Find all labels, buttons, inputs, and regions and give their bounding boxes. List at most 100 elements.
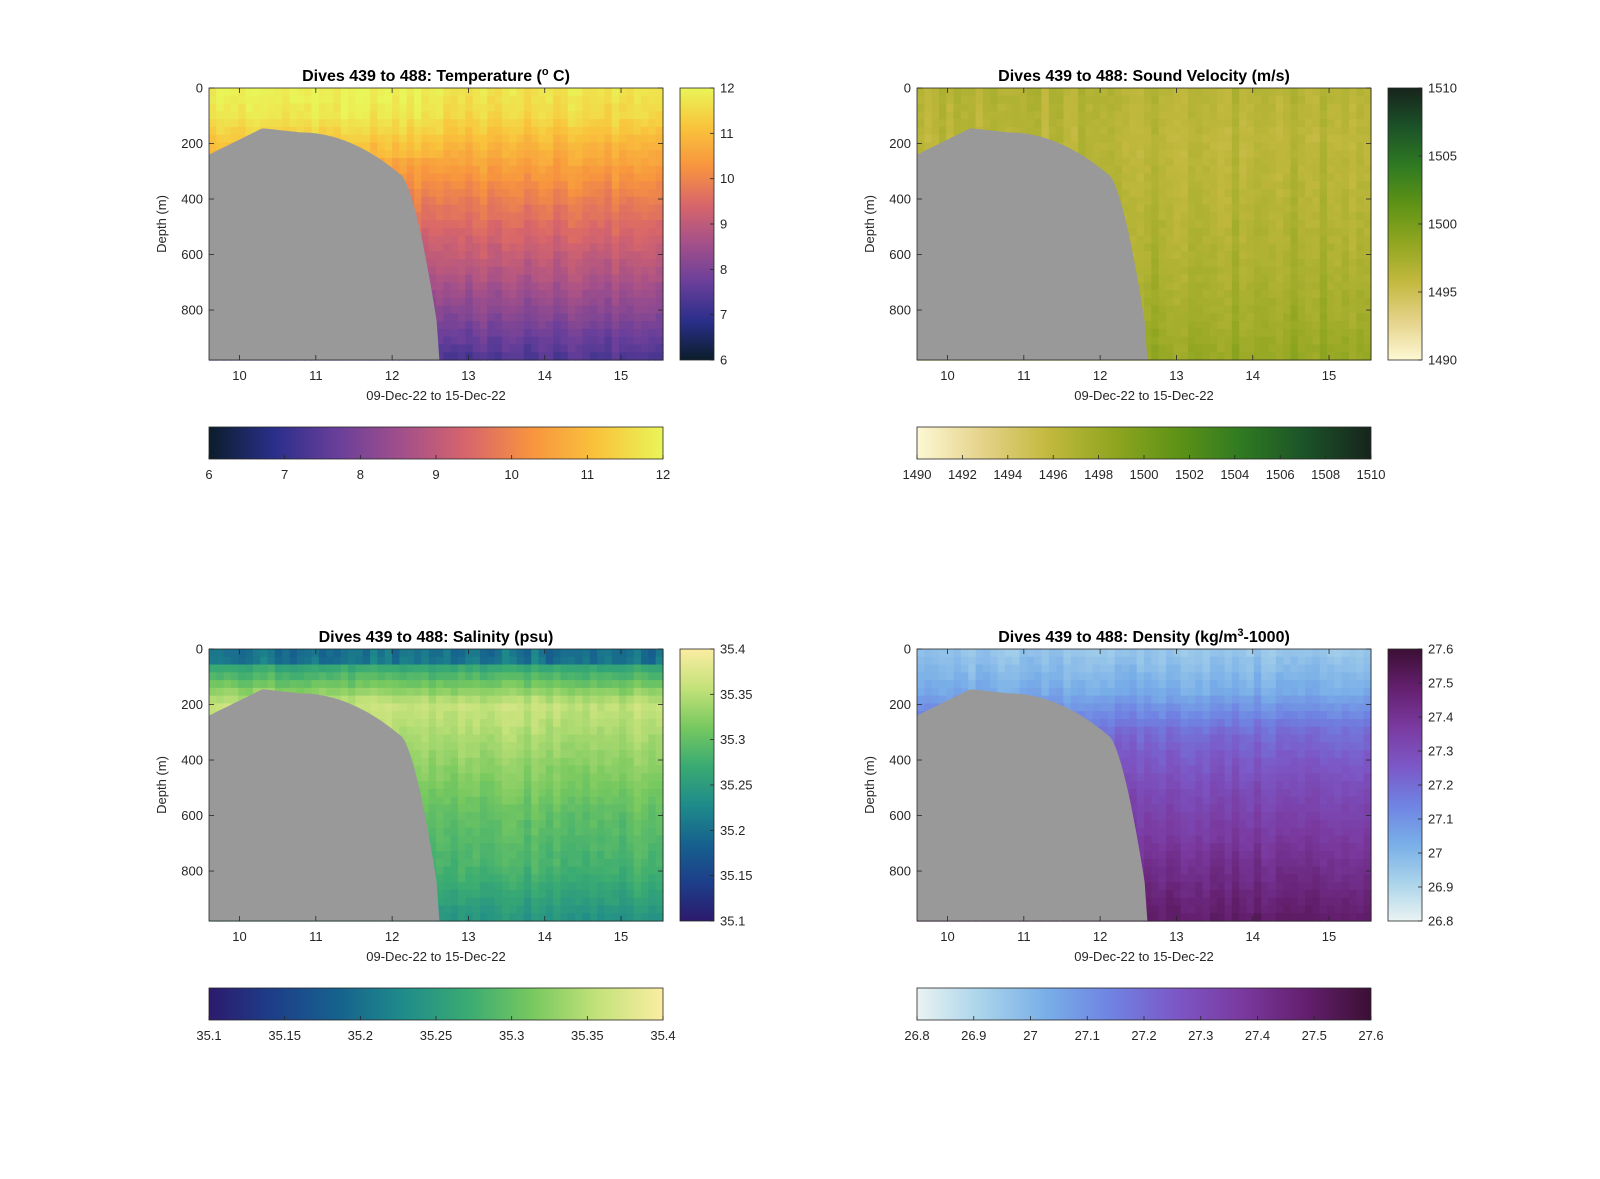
heatmap-cell: [326, 111, 335, 120]
heatmap-cell: [1349, 196, 1357, 206]
heatmap-cell: [450, 258, 459, 268]
heatmap-cell: [611, 336, 620, 346]
heatmap-cell: [1268, 142, 1277, 151]
heatmap-cell: [648, 204, 657, 213]
heatmap-cell: [531, 212, 540, 221]
heatmap-cell: [1253, 126, 1262, 136]
heatmap-cell: [436, 290, 444, 299]
heatmap-cell: [1239, 266, 1248, 276]
heatmap-cell: [1173, 266, 1182, 276]
heatmap-cell: [238, 119, 247, 128]
heatmap-cell: [531, 220, 540, 229]
heatmap-cell: [457, 282, 466, 291]
heatmap-cell: [443, 227, 452, 237]
heatmap-cell: [1100, 111, 1108, 120]
heatmap-cell: [1261, 103, 1270, 112]
heatmap-cell: [1158, 119, 1167, 128]
heatmap-cell: [1048, 111, 1057, 120]
heatmap-cell: [1224, 258, 1233, 268]
heatmap-cell: [326, 103, 335, 112]
heatmap-cell: [1107, 126, 1116, 136]
heatmap-cell: [1165, 95, 1174, 105]
heatmap-cell: [472, 266, 481, 276]
heatmap-cell: [1217, 204, 1226, 213]
heatmap-cell: [1231, 165, 1240, 175]
heatmap-cell: [1231, 227, 1240, 237]
heatmap-cell: [509, 266, 518, 276]
heatmap-cell: [1165, 134, 1174, 143]
heatmap-cell: [1129, 111, 1138, 120]
heatmap-cell: [1239, 313, 1248, 322]
heatmap-cell: [648, 266, 657, 276]
heatmap-cell: [1158, 220, 1167, 229]
heatmap-cell: [1187, 243, 1196, 252]
heatmap-cell: [472, 352, 481, 361]
heatmap-cell: [531, 119, 540, 128]
heatmap-cell: [1173, 111, 1182, 120]
heatmap-cell: [450, 290, 459, 299]
heatmap-cell: [1209, 227, 1218, 237]
heatmap-cell: [340, 126, 349, 136]
heatmap-cell: [450, 235, 459, 245]
heatmap-cell: [1144, 181, 1152, 190]
heatmap-cell: [399, 119, 408, 128]
heatmap-cell: [1341, 290, 1350, 299]
heatmap-cell: [648, 235, 657, 245]
heatmap-cell: [619, 150, 627, 159]
heatmap-cell: [655, 134, 664, 143]
heatmap-cell: [509, 212, 518, 221]
heatmap-cell: [531, 290, 540, 299]
heatmap-cell: [1114, 150, 1123, 159]
heatmap-cell: [516, 251, 525, 260]
heatmap-cell: [523, 251, 532, 260]
heatmap-cell: [494, 173, 503, 182]
colorbar-tick-label: 8: [720, 262, 727, 277]
heatmap-cell: [1312, 119, 1321, 128]
heatmap-cell: [1144, 266, 1152, 276]
heatmap-cell: [245, 664, 254, 673]
heatmap-cell: [472, 212, 481, 221]
heatmap-cell: [1056, 95, 1065, 105]
heatmap-cell: [1151, 243, 1160, 252]
heatmap-cell: [538, 111, 547, 120]
heatmap-cell: [538, 204, 547, 213]
heatmap-cell: [472, 305, 481, 314]
heatmap-cell: [1275, 119, 1284, 128]
y-tick-label: 400: [889, 192, 911, 207]
heatmap-cell: [1136, 227, 1145, 237]
heatmap-cell: [924, 126, 933, 136]
heatmap-cell: [1231, 126, 1240, 136]
heatmap-cell: [1290, 290, 1299, 299]
heatmap-cell: [597, 189, 606, 198]
heatmap-cell: [641, 119, 649, 128]
heatmap-cell: [348, 119, 357, 128]
heatmap-cell: [1319, 305, 1328, 314]
heatmap-cell: [1268, 150, 1277, 159]
heatmap-cell: [626, 157, 635, 167]
heatmap-cell: [589, 297, 598, 307]
heatmap-cell: [457, 258, 466, 268]
heatmap-cell: [1202, 181, 1211, 190]
heatmap-cell: [443, 126, 452, 136]
heatmap-cell: [362, 111, 371, 120]
heatmap-cell: [465, 266, 474, 276]
heatmap-cell: [1239, 251, 1248, 260]
heatmap-cell: [1297, 88, 1306, 97]
heatmap-cell: [1356, 328, 1365, 338]
heatmap-cell: [516, 150, 525, 159]
heatmap-cell: [619, 328, 627, 338]
heatmap-cell: [1341, 189, 1350, 198]
heatmap-cell: [1195, 243, 1204, 252]
heatmap-cell: [1107, 134, 1116, 143]
heatmap-cell: [1158, 227, 1167, 237]
heatmap-cell: [406, 88, 415, 97]
heatmap-cell: [1239, 103, 1248, 112]
heatmap-cell: [1290, 150, 1299, 159]
heatmap-cell: [531, 266, 540, 276]
heatmap-cell: [428, 266, 437, 276]
heatmap-cell: [589, 212, 598, 221]
heatmap-cell: [545, 150, 554, 159]
heatmap-cell: [1246, 297, 1255, 307]
heatmap-cell: [479, 173, 488, 182]
heatmap-cell: [655, 204, 664, 213]
